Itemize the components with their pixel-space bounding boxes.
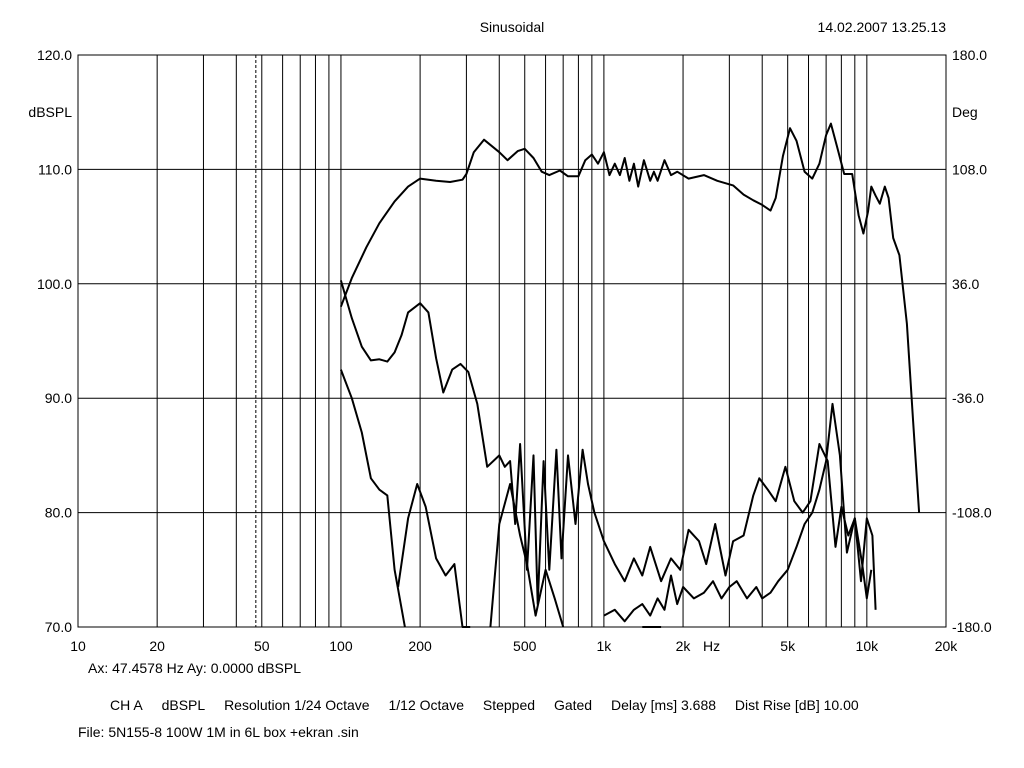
unit-label: dBSPL [161,697,206,713]
chart-title: Sinusoidal [479,19,545,35]
y2-tick-label: -108.0 [952,505,992,521]
mode-label: Stepped [482,697,536,713]
x-tick-label: 2k [676,638,692,654]
y-tick-label: 100.0 [37,276,72,292]
y-axis-label: dBSPL [28,104,72,120]
vertical-gridlines [156,55,868,627]
series-line-5 [489,483,565,628]
x-tick-label: 10k [856,638,880,654]
y-tick-label: 90.0 [45,390,72,406]
x-tick-label: 5k [780,638,796,654]
delay-label: Delay [ms] 3.688 [610,697,717,713]
series-line-4 [397,483,471,628]
file-label: File: 5N155-8 100W 1M in 6L box +ekran .… [78,724,359,740]
x-tick-label: 100 [329,638,353,654]
x-tick-label: 20 [149,638,165,654]
y2-tick-label: 180.0 [952,47,987,63]
channel-label: CH A [110,697,143,713]
x-tick-label: 50 [254,638,270,654]
left-axis: 70.0 80.0 90.0 100.0 110.0 120.0 dBSPL [28,47,72,635]
y2-tick-label: 108.0 [952,161,987,177]
y-tick-label: 70.0 [45,619,72,635]
y2-tick-label: -180.0 [952,619,992,635]
y-tick-label: 120.0 [37,47,72,63]
cursor-readout: Ax: 47.4578 Hz Ay: 0.0000 dBSPL [88,660,302,676]
y2-tick-label: 36.0 [952,276,979,292]
series-line-1 [339,122,921,513]
x-axis-label: Hz [703,638,720,654]
x-tick-label: 10 [70,638,86,654]
dist-rise-label: Dist Rise [dB] 10.00 [734,697,859,713]
series-line-3 [339,369,406,628]
y2-axis-label: Deg [952,104,978,120]
y-tick-label: 80.0 [45,505,72,521]
y-tick-label: 110.0 [38,161,72,177]
x-tick-label: 200 [408,638,432,654]
series-line-6 [603,402,873,623]
resolution-label: Resolution 1/24 Octave [224,697,370,713]
plot-frame [77,54,947,628]
timestamp: 14.02.2007 13.25.13 [817,19,946,35]
x-tick-label: 500 [513,638,537,654]
smoothing-label: 1/12 Octave [388,697,464,713]
series-layer [339,122,921,628]
series-line-2 [339,280,877,610]
measurement-settings: CH A dBSPL Resolution 1/24 Octave 1/12 O… [110,697,874,713]
gating-label: Gated [553,697,593,713]
y2-tick-label: -36.0 [952,390,984,406]
x-tick-label: 20k [935,638,959,654]
right-axis: -180.0 -108.0 -36.0 36.0 108.0 180.0 Deg [952,47,992,635]
bottom-axis: 10 20 50 100 200 500 1k 2k 5k 10k 20k Hz [70,638,958,654]
x-tick-label: 1k [596,638,612,654]
horizontal-gridlines [78,168,946,514]
